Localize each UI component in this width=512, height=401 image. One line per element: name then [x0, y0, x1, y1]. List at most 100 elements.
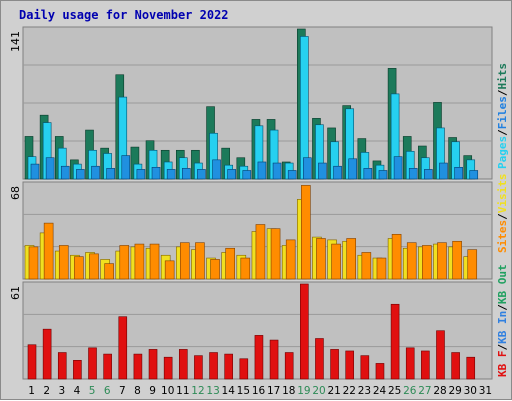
panel-2-ymax-label: 68 [9, 186, 22, 200]
sites-bar [89, 253, 99, 280]
pages-bar [76, 169, 85, 180]
kbf-bar [118, 316, 128, 380]
sites-bar [210, 259, 220, 280]
legend-kb-in: KB In [496, 311, 509, 344]
pages-bar [303, 157, 312, 180]
pages-bar [287, 170, 297, 180]
sites-bar [179, 242, 190, 280]
pages-bar [408, 168, 418, 180]
day-label: 25 [388, 385, 401, 397]
pages-bar [363, 168, 373, 180]
pages-bar [60, 165, 70, 180]
day-label: 27 [418, 385, 431, 397]
legend-visits: Visits [496, 174, 509, 214]
day-label: 10 [161, 385, 174, 397]
legend-sites: Sites [496, 220, 509, 253]
pages-bar [348, 158, 358, 180]
day-label: 2 [43, 385, 50, 397]
pages-bar [318, 162, 327, 180]
kbf-bar [239, 358, 249, 380]
kbf-bar [254, 335, 264, 380]
day-label: 5 [89, 385, 96, 397]
kbf-bar [163, 356, 173, 380]
day-label: 29 [448, 385, 461, 397]
kbf-bar [315, 338, 324, 380]
pages-bar [181, 168, 191, 180]
kbf-bar [375, 363, 385, 380]
sites-bar [270, 228, 281, 280]
sites-bar [406, 242, 417, 280]
pages-bar [136, 169, 146, 180]
sites-bar [240, 257, 251, 280]
day-label: 18 [282, 385, 295, 397]
sites-bar [346, 238, 357, 280]
pages-bar [378, 170, 388, 180]
kbf-bar [88, 347, 97, 380]
kbf-bar [345, 350, 355, 380]
sites-bar [301, 185, 311, 280]
sites-bar [331, 243, 341, 280]
sites-bar [391, 233, 402, 280]
day-label: 23 [358, 385, 371, 397]
sites-bar [285, 239, 296, 280]
day-label: 13 [206, 385, 219, 397]
kbf-bar [73, 360, 82, 380]
pages-bar [197, 169, 206, 180]
kbf-bar [405, 347, 415, 380]
day-label: 12 [191, 385, 204, 397]
kbf-bar [421, 350, 430, 380]
sites-bar [28, 246, 39, 280]
sites-bar [104, 263, 114, 280]
sites-bar [361, 252, 372, 280]
day-label: 31 [479, 385, 492, 397]
day-label: 30 [464, 385, 477, 397]
sites-bar [422, 245, 432, 280]
legend-pages: Pages [496, 136, 509, 169]
pages-bar [454, 166, 463, 180]
legend-kb: KB F/KB In/KB Out [496, 264, 509, 377]
kbf-bar [284, 352, 294, 380]
sites-bar [149, 243, 160, 280]
day-label: 4 [74, 385, 81, 397]
kbf-bar [27, 344, 37, 380]
pages-bar [227, 169, 236, 180]
pages-bar [272, 162, 282, 180]
pages-bar [121, 155, 131, 180]
day-label: 16 [252, 385, 266, 397]
kbf-bar [330, 349, 339, 380]
day-label: 9 [149, 385, 156, 397]
day-label: 24 [373, 385, 387, 397]
kbf-bar [451, 352, 460, 380]
sites-bar [134, 243, 145, 280]
kbf-bar [360, 355, 370, 380]
day-label: 19 [297, 385, 310, 397]
day-label: 26 [403, 385, 417, 397]
day-label: 7 [119, 385, 126, 397]
legend-kb-f: KB F [496, 351, 509, 378]
day-label: 22 [343, 385, 356, 397]
pages-bar [106, 168, 115, 180]
panel-1-ymax-label: 141 [9, 31, 22, 52]
kbf-bar [209, 352, 218, 380]
day-label: 6 [104, 385, 111, 397]
kbf-bar [466, 356, 476, 380]
sites-bar [452, 240, 462, 280]
day-label: 15 [237, 385, 250, 397]
legend-files: Files [496, 96, 509, 129]
pages-bar [212, 159, 221, 180]
pages-bar [30, 163, 40, 180]
kbf-bar [148, 349, 158, 380]
legend-visits-sites: Sites/Visits [496, 174, 509, 254]
sites-bar [43, 222, 54, 280]
day-label: 3 [58, 385, 65, 397]
sites-bar [467, 249, 478, 280]
kbf-bar [224, 353, 233, 380]
sites-bar [195, 242, 205, 280]
sites-bar [437, 242, 447, 280]
day-label: 28 [433, 385, 446, 397]
pages-bar [242, 170, 252, 180]
pages-bar [45, 157, 55, 180]
day-label: 21 [327, 385, 340, 397]
day-label: 20 [312, 385, 325, 397]
